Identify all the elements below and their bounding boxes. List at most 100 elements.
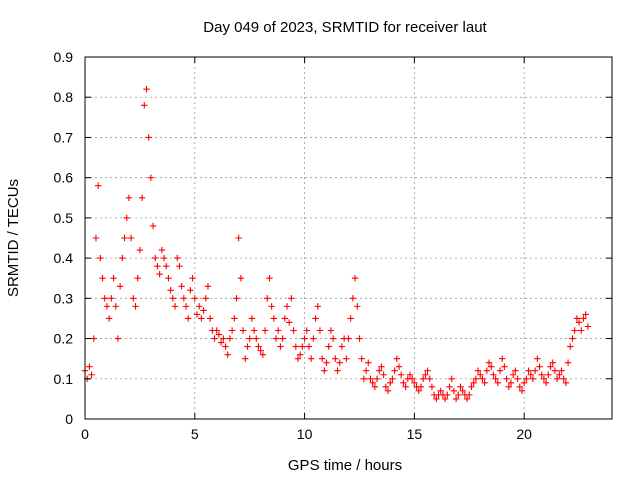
y-tick-labels: 0 0.1 0.2 0.3 0.4 0.5 0.6 0.7 0.8 0.9 <box>54 49 74 427</box>
data-point <box>424 367 431 374</box>
data-point <box>125 194 133 201</box>
x-tick-label: 20 <box>516 426 532 442</box>
data-point <box>336 359 343 366</box>
data-point <box>325 343 332 350</box>
data-point <box>338 343 346 350</box>
data-point <box>509 371 517 378</box>
data-point <box>283 303 291 310</box>
data-point <box>178 283 185 290</box>
data-point <box>312 315 319 322</box>
data-point <box>507 379 515 386</box>
data-point <box>296 351 304 358</box>
data-point <box>169 295 177 302</box>
data-point <box>116 283 124 290</box>
data-point <box>246 335 253 342</box>
data-point <box>345 335 352 342</box>
data-point <box>474 367 482 374</box>
data-point <box>477 371 484 378</box>
data-point <box>536 363 543 370</box>
data-point <box>206 315 214 322</box>
data-point <box>534 355 541 362</box>
data-point <box>92 234 100 242</box>
data-point <box>459 387 466 395</box>
data-point <box>195 303 203 310</box>
data-point <box>290 327 297 334</box>
data-point <box>156 271 163 278</box>
data-point <box>176 262 183 270</box>
data-point <box>393 355 401 362</box>
data-point <box>356 335 363 342</box>
data-point <box>134 275 141 282</box>
data-point <box>376 367 383 374</box>
data-point <box>132 303 139 310</box>
data-point <box>286 319 293 326</box>
data-point <box>457 383 464 391</box>
data-point <box>321 367 328 374</box>
data-point <box>105 315 113 322</box>
data-point <box>272 335 280 342</box>
data-point <box>446 383 453 391</box>
data-point <box>501 363 508 370</box>
y-axis-label: SRMTID / TECUs <box>5 179 22 297</box>
data-point <box>466 391 473 399</box>
data-point <box>191 295 198 302</box>
data-point <box>307 355 315 362</box>
data-point <box>270 315 278 322</box>
data-point <box>520 379 528 386</box>
data-point <box>264 295 271 302</box>
data-point <box>292 343 299 350</box>
data-point <box>483 367 491 374</box>
data-point <box>145 134 152 141</box>
data-point <box>516 383 523 391</box>
data-point <box>415 387 422 395</box>
data-point <box>505 383 512 391</box>
plot-frame <box>84 56 613 420</box>
data-point <box>281 315 289 322</box>
data-point <box>182 303 190 310</box>
data-point <box>253 335 260 342</box>
data-point <box>305 343 313 350</box>
data-point <box>99 275 106 282</box>
data-point <box>154 262 161 270</box>
data-point <box>580 315 587 322</box>
y-tick-label: 0.5 <box>54 210 74 226</box>
data-point <box>584 323 592 330</box>
data-point <box>323 359 330 366</box>
data-point <box>562 379 570 386</box>
data-point <box>558 367 565 374</box>
data-point <box>553 375 561 382</box>
data-point <box>114 335 122 342</box>
data-point <box>564 359 572 366</box>
data-point <box>165 275 172 282</box>
data-point <box>152 254 159 262</box>
data-point <box>110 275 117 282</box>
x-tick-label: 0 <box>81 426 89 442</box>
data-point <box>180 295 188 302</box>
data-point <box>215 331 223 338</box>
data-point <box>200 307 207 314</box>
data-point <box>437 387 444 395</box>
data-point <box>525 367 532 374</box>
data-point <box>463 395 471 403</box>
data-point <box>90 335 97 342</box>
data-point <box>239 327 247 334</box>
data-point <box>277 343 284 350</box>
data-point <box>369 379 376 386</box>
data-point <box>514 375 521 382</box>
data-point <box>314 303 321 310</box>
data-point <box>167 287 174 294</box>
data-point <box>492 375 499 382</box>
data-point <box>329 335 337 342</box>
data-point <box>88 371 95 378</box>
data-point <box>455 391 462 399</box>
data-point <box>250 327 258 334</box>
data-point <box>198 315 205 322</box>
data-point <box>452 395 460 403</box>
data-point <box>174 254 181 262</box>
data-point <box>494 379 502 386</box>
data-point <box>299 343 306 350</box>
data-point <box>395 363 403 370</box>
data-point <box>408 375 416 382</box>
data-point <box>371 383 379 391</box>
data-point <box>294 355 302 362</box>
